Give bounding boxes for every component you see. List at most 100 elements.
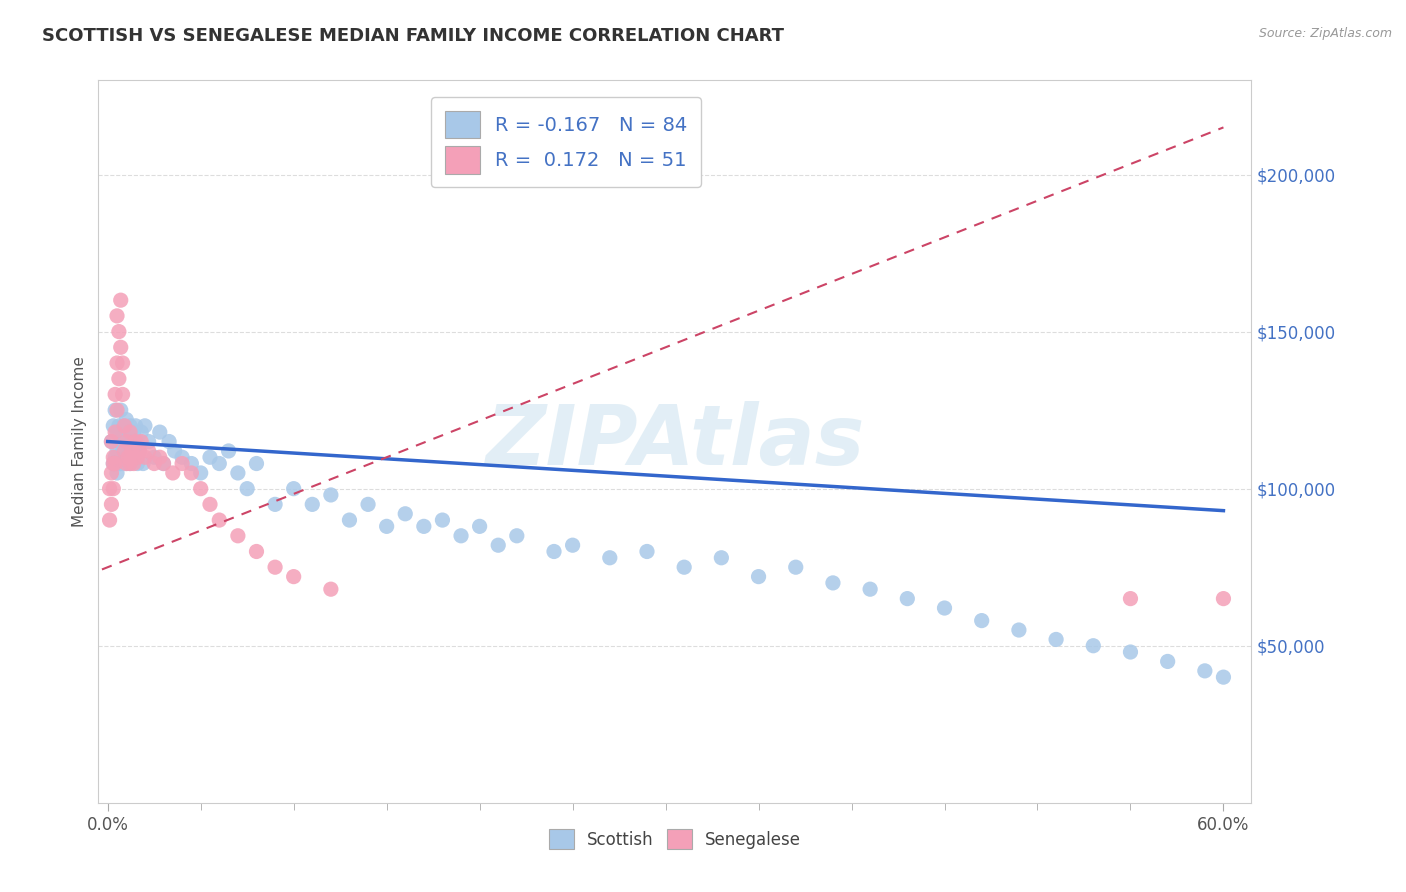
Point [172, 457, 194, 471]
Point [283, 482, 305, 496]
Point [172, 450, 194, 465]
Point [127, 457, 149, 471]
Point [245, 457, 267, 471]
Point [105, 356, 128, 370]
Point [375, 519, 398, 533]
Point [152, 457, 174, 471]
Point [561, 538, 583, 552]
Point [114, 444, 136, 458]
Point [1045, 632, 1067, 647]
Point [115, 434, 138, 449]
Text: Source: ZipAtlas.com: Source: ZipAtlas.com [1258, 27, 1392, 40]
Point [394, 507, 416, 521]
Point [110, 403, 132, 417]
Point [110, 457, 132, 471]
Point [149, 425, 172, 439]
Point [748, 569, 770, 583]
Point [105, 403, 128, 417]
Point [100, 497, 122, 511]
Point [138, 444, 160, 458]
Y-axis label: Median Family Income: Median Family Income [72, 356, 87, 527]
Point [115, 457, 138, 471]
Point [283, 569, 305, 583]
Point [105, 425, 128, 439]
Point [1119, 645, 1142, 659]
Point [319, 488, 342, 502]
Point [450, 529, 472, 543]
Point [118, 425, 141, 439]
Point [127, 434, 149, 449]
Point [157, 434, 180, 449]
Point [100, 434, 122, 449]
Point [149, 450, 172, 465]
Point [859, 582, 882, 597]
Text: SCOTTISH VS SENEGALESE MEDIAN FAMILY INCOME CORRELATION CHART: SCOTTISH VS SENEGALESE MEDIAN FAMILY INC… [42, 27, 785, 45]
Point [115, 434, 138, 449]
Point [319, 582, 342, 597]
Point [103, 450, 125, 465]
Point [821, 575, 844, 590]
Point [1194, 664, 1216, 678]
Point [115, 457, 138, 471]
Point [636, 544, 658, 558]
Point [128, 444, 150, 458]
Point [198, 497, 221, 511]
Point [117, 444, 139, 458]
Point [152, 457, 174, 471]
Point [506, 529, 529, 543]
Point [128, 444, 150, 458]
Point [114, 418, 136, 433]
Point [208, 513, 231, 527]
Point [190, 466, 212, 480]
Point [111, 356, 134, 370]
Text: ZIPAtlas: ZIPAtlas [485, 401, 865, 482]
Point [1008, 623, 1031, 637]
Point [117, 450, 139, 465]
Point [105, 309, 128, 323]
Point [1156, 655, 1178, 669]
Point [110, 340, 132, 354]
Point [970, 614, 993, 628]
Point [190, 482, 212, 496]
Point [129, 425, 152, 439]
Point [143, 457, 166, 471]
Point [105, 444, 128, 458]
Point [100, 434, 122, 449]
Point [111, 444, 134, 458]
Point [412, 519, 434, 533]
Point [111, 425, 134, 439]
Point [110, 293, 132, 308]
Point [103, 457, 125, 471]
Point [134, 418, 156, 433]
Point [218, 444, 240, 458]
Point [105, 466, 128, 480]
Point [1212, 591, 1234, 606]
Point [1119, 591, 1142, 606]
Point [432, 513, 454, 527]
Point [104, 403, 127, 417]
Point [104, 425, 127, 439]
Point [673, 560, 696, 574]
Point [98, 482, 121, 496]
Point [103, 457, 125, 471]
Point [114, 418, 136, 433]
Point [108, 457, 131, 471]
Point [1212, 670, 1234, 684]
Point [180, 457, 202, 471]
Point [208, 457, 231, 471]
Point [118, 418, 141, 433]
Point [111, 387, 134, 401]
Point [486, 538, 509, 552]
Point [132, 457, 155, 471]
Point [245, 544, 267, 558]
Point [114, 450, 136, 465]
Point [117, 425, 139, 439]
Point [108, 418, 131, 433]
Point [198, 450, 221, 465]
Point [108, 372, 131, 386]
Point [236, 482, 259, 496]
Point [180, 466, 202, 480]
Point [124, 434, 146, 449]
Point [934, 601, 956, 615]
Point [163, 444, 186, 458]
